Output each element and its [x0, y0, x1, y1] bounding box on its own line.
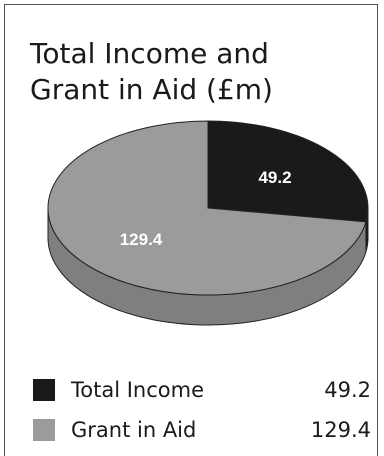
legend: Total Income 49.2 Grant in Aid 129.4	[33, 370, 371, 450]
chart-frame	[4, 4, 378, 456]
pie-value-label-grant-in-aid: 129.4	[120, 230, 163, 249]
legend-value-total-income: 49.2	[324, 378, 371, 402]
chart-title: Total Income and Grant in Aid (£m)	[30, 36, 360, 108]
chart-title-line-2: Grant in Aid (£m)	[30, 73, 273, 106]
legend-swatch-total-income	[33, 379, 55, 401]
legend-label-grant-in-aid: Grant in Aid	[71, 418, 197, 442]
legend-row-grant-in-aid: Grant in Aid 129.4	[33, 410, 371, 450]
legend-swatch-grant-in-aid	[33, 419, 55, 441]
chart-title-line-1: Total Income and	[30, 37, 269, 70]
legend-row-total-income: Total Income 49.2	[33, 370, 371, 410]
legend-label-total-income: Total Income	[71, 378, 204, 402]
pie-slice-grant-in-aid	[47, 120, 367, 296]
pie-value-label-total-income: 49.2	[258, 168, 291, 187]
legend-value-grant-in-aid: 129.4	[310, 418, 371, 442]
pie-slice-total-income	[207, 120, 369, 223]
